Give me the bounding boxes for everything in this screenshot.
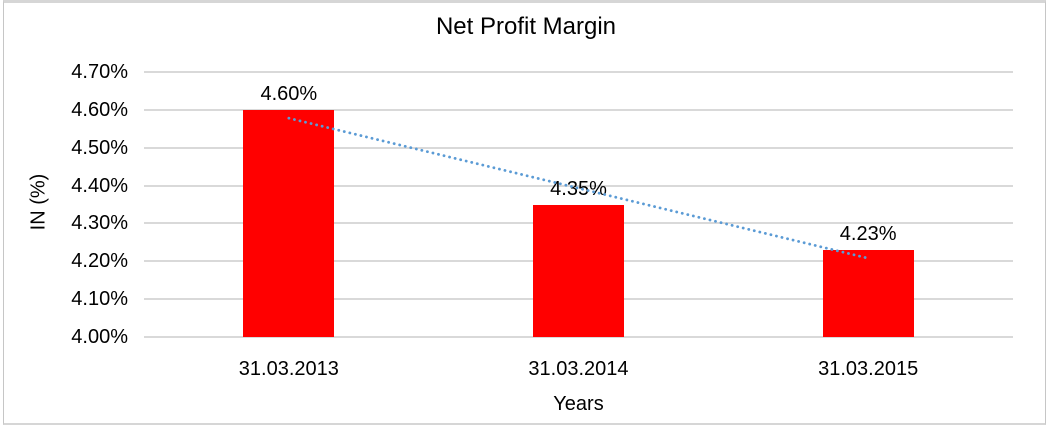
y-tick-label: 4.60% <box>71 98 128 121</box>
y-tick-label: 4.20% <box>71 250 128 273</box>
gridline <box>144 71 1013 73</box>
y-tick-label: 4.70% <box>71 61 128 83</box>
y-tick-label: 4.50% <box>71 136 128 159</box>
gridline <box>144 108 1013 111</box>
bar-value-label: 4.23% <box>839 222 897 245</box>
bar-value-label: 4.35% <box>550 177 607 200</box>
bar <box>243 109 335 337</box>
x-tick-label: 31.03.2015 <box>818 358 919 380</box>
bar <box>822 249 914 337</box>
x-tick-label: 31.03.2014 <box>528 358 629 380</box>
gridline <box>144 336 1013 338</box>
y-tick-label: 4.00% <box>71 326 128 348</box>
y-tick-label: 4.10% <box>71 288 128 311</box>
y-tick-label: 4.30% <box>71 212 128 235</box>
x-axis-title: Years <box>553 393 604 415</box>
bar <box>533 204 624 337</box>
x-tick-label: 31.03.2013 <box>238 358 339 380</box>
bar-value-label: 4.60% <box>260 82 318 105</box>
chart-title: Net Profit Margin <box>435 13 617 40</box>
y-tick-label: 4.40% <box>71 174 128 197</box>
